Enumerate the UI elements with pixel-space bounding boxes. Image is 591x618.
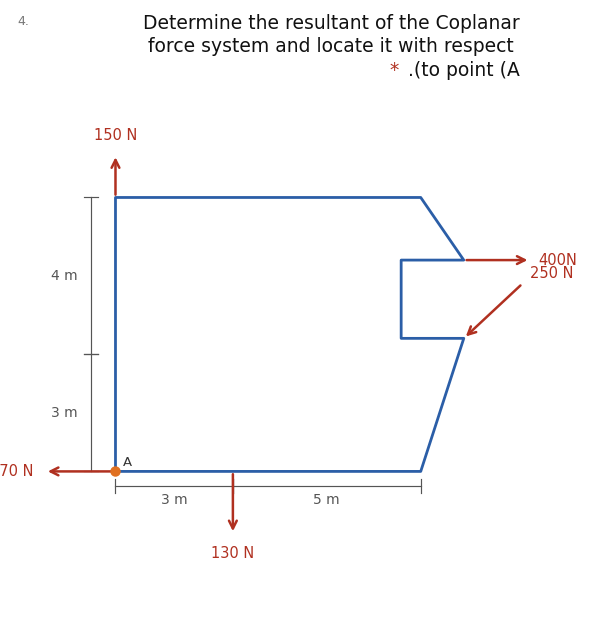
Text: 3 m: 3 m bbox=[161, 493, 187, 507]
Text: 170 N: 170 N bbox=[0, 464, 33, 479]
Text: 4 m: 4 m bbox=[51, 269, 77, 283]
Text: 4.: 4. bbox=[18, 15, 30, 28]
Text: 150 N: 150 N bbox=[94, 128, 137, 143]
Text: 130 N: 130 N bbox=[211, 546, 255, 561]
Text: .(to point (A: .(to point (A bbox=[408, 61, 519, 80]
Text: 5 m: 5 m bbox=[313, 493, 340, 507]
Text: A: A bbox=[122, 455, 132, 468]
Text: 3 m: 3 m bbox=[51, 405, 77, 420]
Text: 250 N: 250 N bbox=[530, 266, 574, 281]
Text: Determine the resultant of the Coplanar: Determine the resultant of the Coplanar bbox=[142, 14, 519, 33]
Text: 400N: 400N bbox=[538, 253, 577, 268]
Text: *: * bbox=[389, 61, 405, 80]
Text: force system and locate it with respect: force system and locate it with respect bbox=[148, 37, 514, 56]
